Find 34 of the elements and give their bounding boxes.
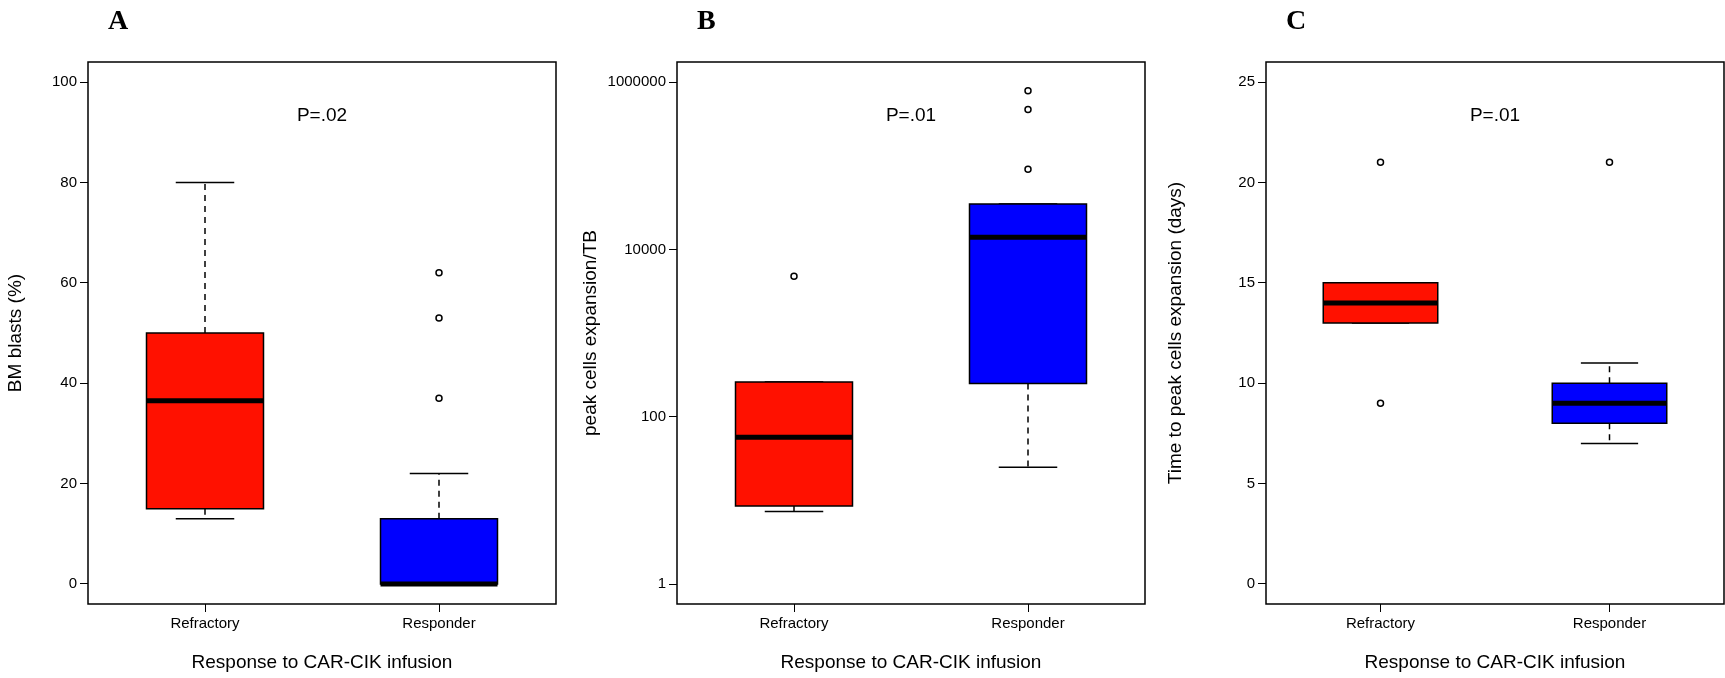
y-tick-label: 1 [657,574,666,592]
y-tick-label: 1000000 [607,72,666,90]
y-tick-label: 20 [1238,172,1255,190]
y-tick-label: 60 [60,272,77,290]
annotation: P=.02 [296,104,348,126]
y-tick-label: 0 [68,574,77,592]
chart-title: C [1286,4,1307,36]
y-tick-label: 80 [60,172,77,190]
x-tick-label: Responder [402,614,476,632]
y-tick-label: 10000 [624,239,666,257]
annotation: P=.01 [885,104,937,126]
y-tick-label: 5 [1246,473,1255,491]
y-tick-label: 10 [1238,373,1255,391]
y-tick-label: 100 [640,406,666,424]
x-axis-title: Response to CAR-CIK infusion [191,650,453,672]
x-tick-label: Responder [991,614,1065,632]
annotation: P=.01 [1469,104,1521,126]
y-axis-title: Time to peak cells expansion (days) [1163,181,1185,485]
x-axis-title: Response to CAR-CIK infusion [780,650,1042,672]
y-tick-label: 40 [60,373,77,391]
y-tick-label: 100 [51,72,77,90]
x-tick-label: Refractory [759,614,830,632]
x-axis-title: Response to CAR-CIK infusion [1364,650,1626,672]
x-tick-label: Responder [1572,614,1647,632]
y-tick-label: 15 [1238,272,1255,290]
y-axis-title: BM blasts (%) [3,273,25,393]
y-axis-title: peak cells expansion/TB [578,230,600,436]
chart-title: B [697,4,716,36]
y-tick-label: 20 [60,473,77,491]
chart-title: A [108,4,129,36]
x-tick-label: Refractory [1345,614,1416,632]
x-tick-label: Refractory [170,614,241,632]
y-tick-label: 0 [1246,574,1255,592]
y-tick-label: 25 [1238,72,1255,90]
